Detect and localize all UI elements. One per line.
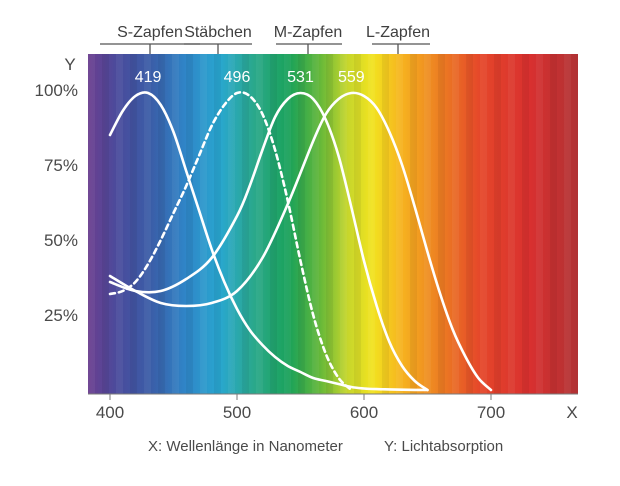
x-axis-letter: X	[566, 403, 577, 422]
y-axis-ticks: 25% 50% 75% 100%	[35, 81, 78, 325]
spectrum-stripes	[88, 54, 571, 394]
x-tick-label: 500	[223, 403, 251, 422]
spectrum-stripe	[270, 54, 277, 394]
spectrum-stripe	[256, 54, 263, 394]
spectrum-stripe	[396, 54, 403, 394]
spectrum-stripe	[130, 54, 137, 394]
spectrum-stripe	[494, 54, 501, 394]
y-axis-caption: Y: Lichtabsorption	[384, 438, 504, 455]
rod-curve	[108, 91, 353, 392]
y-tick-label: 100%	[35, 81, 78, 100]
spectrum-stripe	[102, 54, 109, 394]
spectrum-stripe	[242, 54, 249, 394]
spectrum-stripe	[214, 54, 221, 394]
spectrum-stripe	[536, 54, 543, 394]
spectrum-stripe	[340, 54, 347, 394]
cone-labels: S-Zapfen Stäbchen M-Zapfen L-Zapfen	[100, 24, 430, 54]
spectrum-background	[88, 54, 578, 394]
s-cone-curve	[108, 91, 429, 392]
spectrum-stripe	[116, 54, 123, 394]
y-tick-label: 75%	[44, 156, 78, 175]
spectrum-stripe	[564, 54, 571, 394]
spectrum-stripe	[424, 54, 431, 394]
s-cone-peak-label: 419	[135, 69, 162, 86]
spectrum-stripe	[354, 54, 361, 394]
spectrum-stripe	[466, 54, 473, 394]
m-cone-name-label: M-Zapfen	[274, 24, 342, 41]
spectrum-stripe	[186, 54, 193, 394]
spectrum-stripe	[172, 54, 179, 394]
spectrum-stripe	[298, 54, 305, 394]
x-axis-ticks: 400 500 600 700	[96, 394, 505, 422]
absorption-curves	[108, 91, 493, 392]
spectrum-stripe	[522, 54, 529, 394]
x-tick-label: 700	[477, 403, 505, 422]
x-axis-caption: X: Wellenlänge in Nanometer	[148, 438, 343, 455]
spectrum-stripe	[326, 54, 333, 394]
l-cone-curve	[108, 91, 493, 392]
y-tick-label: 50%	[44, 231, 78, 250]
y-axis-letter: Y	[64, 55, 75, 74]
peak-labels: 419 496 531 559	[135, 69, 365, 86]
spectrum-stripe	[88, 54, 95, 394]
spectrum-stripe	[144, 54, 151, 394]
rod-peak-label: 496	[224, 69, 251, 86]
spectrum-stripe	[452, 54, 459, 394]
x-tick-label: 400	[96, 403, 124, 422]
rod-name-label: Stäbchen	[184, 24, 252, 41]
spectrum-stripe	[438, 54, 445, 394]
spectrum-stripe	[410, 54, 417, 394]
l-cone-peak-label: 559	[338, 69, 365, 86]
spectrum-stripe	[312, 54, 319, 394]
spectrum-stripe	[158, 54, 165, 394]
spectrum-stripe	[284, 54, 291, 394]
m-cone-curve	[108, 91, 429, 392]
y-tick-label: 25%	[44, 306, 78, 325]
spectrum-stripe	[382, 54, 389, 394]
spectrum-stripe	[550, 54, 557, 394]
spectrum-stripe	[368, 54, 375, 394]
m-cone-peak-label: 531	[287, 69, 314, 86]
spectrum-stripe	[508, 54, 515, 394]
x-tick-label: 600	[350, 403, 378, 422]
spectrum-stripe	[480, 54, 487, 394]
s-cone-name-label: S-Zapfen	[117, 24, 183, 41]
l-cone-name-label: L-Zapfen	[366, 24, 430, 41]
